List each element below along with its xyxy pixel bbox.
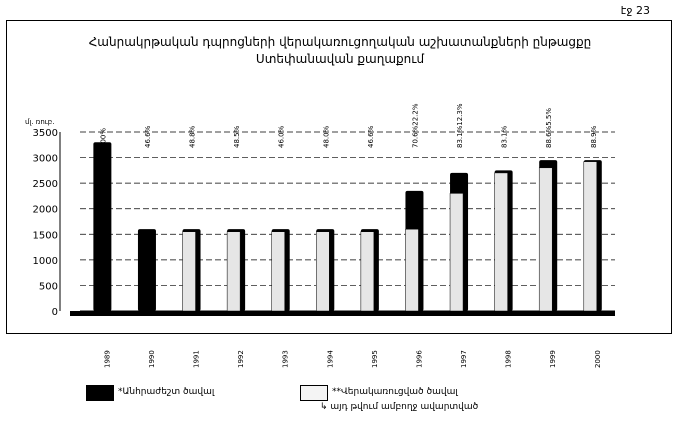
data-label: 48.0% [322, 125, 330, 148]
bar-reconstructed [583, 161, 598, 312]
data-label: 46.0% [278, 125, 286, 148]
x-tick-label: 1995 [371, 350, 379, 368]
x-tick-label: 1999 [549, 350, 557, 368]
bar-required [93, 142, 112, 311]
y-axis-label: մլ. ռուբ. [25, 118, 54, 126]
x-tick-label: 1990 [148, 350, 156, 368]
y-tick-label: 1000 [33, 256, 58, 267]
x-tick-label: 1996 [415, 350, 423, 368]
data-label: 48.5% [233, 125, 241, 148]
chart-title: Հանրակրթական դպրոցների վերակառուցողական … [88, 35, 592, 66]
x-tick-label: 1993 [282, 350, 290, 368]
legend-swatch-required [86, 385, 114, 401]
x-tick-label: 1997 [460, 350, 468, 368]
floor [70, 311, 615, 316]
y-tick-label: 2500 [33, 179, 58, 190]
bar-reconstructed [316, 231, 330, 312]
y-tick-label: 3500 [33, 128, 58, 139]
x-tick-label: 1992 [237, 350, 245, 368]
page-number: էջ 23 [620, 4, 650, 17]
data-label: 48.8% [189, 125, 197, 148]
data-label: 46.6% [367, 125, 375, 148]
data-label: 88.6%5.5% [545, 108, 553, 148]
bar-reconstructed [449, 193, 464, 312]
y-tick-label: 500 [39, 281, 58, 292]
x-tick-label: 2000 [594, 350, 602, 368]
x-tick-label: 1989 [103, 350, 111, 368]
data-label: 70.6%22.2% [411, 103, 419, 148]
chart-frame [6, 20, 672, 334]
y-tick-label: 2000 [33, 205, 58, 216]
legend-note: ↳ այդ թվում ամբողջ ավարտված [320, 402, 479, 412]
bar-reconstructed [271, 231, 285, 312]
bar-reconstructed [226, 231, 241, 312]
bar-reconstructed [182, 231, 196, 312]
y-tick-label: 1500 [33, 230, 58, 241]
y-tick-label: 3000 [33, 154, 58, 165]
bar-reconstructed [360, 231, 375, 312]
y-tick-label: 0 [52, 307, 58, 318]
data-label: 100% [99, 128, 107, 148]
legend-label-reconstructed: **Վերակառուցված ծավալ [332, 387, 458, 397]
data-label: 83.1%12.3% [456, 103, 464, 148]
bar-reconstructed [538, 167, 553, 312]
legend-label-required: *Անհրաժեշտ ծավալ [118, 387, 215, 397]
bar-reconstructed [494, 172, 508, 312]
bar-reconstructed [405, 228, 419, 312]
bar-required [137, 229, 156, 311]
data-label: 88.9% [590, 125, 598, 148]
legend-swatch-reconstructed [300, 385, 328, 401]
x-tick-label: 1991 [193, 350, 201, 368]
data-label: 46.6% [144, 125, 152, 148]
data-label: 83.1% [501, 125, 509, 148]
x-tick-label: 1994 [326, 350, 334, 368]
legend-note-text: այդ թվում ամբողջ ավարտված [330, 402, 479, 412]
x-tick-label: 1998 [505, 350, 513, 368]
